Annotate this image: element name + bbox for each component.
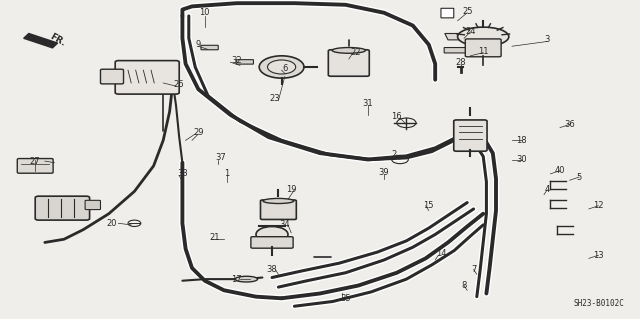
Text: 40: 40 [555, 166, 565, 175]
Text: 11: 11 [478, 47, 488, 56]
Text: SH23-B0102C: SH23-B0102C [573, 299, 624, 308]
Text: 33: 33 [177, 169, 188, 178]
Circle shape [256, 226, 288, 242]
Text: 8: 8 [461, 281, 467, 290]
Text: 30: 30 [516, 155, 527, 164]
FancyBboxPatch shape [441, 8, 454, 18]
Text: 9: 9 [196, 40, 201, 49]
Circle shape [268, 60, 296, 74]
FancyBboxPatch shape [236, 60, 253, 64]
Text: 32: 32 [232, 56, 242, 65]
FancyBboxPatch shape [328, 50, 369, 76]
Text: 22: 22 [350, 48, 360, 57]
Text: 27: 27 [30, 157, 40, 166]
Text: 10: 10 [200, 8, 210, 17]
Text: 20: 20 [107, 219, 117, 228]
Text: 23: 23 [270, 94, 280, 103]
Text: 16: 16 [392, 112, 402, 121]
Ellipse shape [332, 48, 365, 53]
Text: 26: 26 [174, 80, 184, 89]
Polygon shape [445, 33, 470, 40]
Polygon shape [24, 33, 58, 48]
Text: 39: 39 [379, 168, 389, 177]
Text: 6: 6 [282, 64, 287, 73]
Text: 36: 36 [564, 120, 575, 129]
FancyBboxPatch shape [115, 61, 179, 94]
Circle shape [259, 56, 304, 78]
FancyBboxPatch shape [281, 65, 294, 72]
Text: 18: 18 [516, 136, 527, 145]
FancyBboxPatch shape [260, 200, 296, 219]
Text: 24: 24 [465, 27, 476, 36]
Text: 13: 13 [593, 251, 604, 260]
Text: 38: 38 [267, 265, 277, 274]
Text: 1: 1 [225, 169, 230, 178]
Text: 5: 5 [577, 173, 582, 182]
Text: FR.: FR. [48, 32, 67, 48]
Text: 31: 31 [363, 99, 373, 108]
Text: 28: 28 [456, 58, 466, 67]
Text: 7: 7 [471, 265, 476, 274]
Text: 29: 29 [193, 128, 204, 137]
FancyBboxPatch shape [251, 237, 293, 248]
Ellipse shape [236, 276, 258, 282]
Text: 12: 12 [593, 201, 604, 210]
FancyBboxPatch shape [17, 159, 53, 173]
Text: 3: 3 [545, 35, 550, 44]
FancyBboxPatch shape [100, 69, 124, 84]
Text: 4: 4 [545, 185, 550, 194]
Ellipse shape [263, 198, 294, 204]
Text: 34: 34 [280, 220, 290, 229]
Text: 21: 21 [209, 233, 220, 242]
FancyBboxPatch shape [444, 48, 471, 53]
Text: 2: 2 [391, 150, 396, 159]
Text: 19: 19 [286, 185, 296, 194]
Text: 15: 15 [424, 201, 434, 210]
Text: 17: 17 [232, 275, 242, 284]
Text: 14: 14 [436, 249, 447, 258]
FancyBboxPatch shape [454, 120, 487, 151]
FancyBboxPatch shape [465, 39, 501, 57]
FancyBboxPatch shape [201, 45, 218, 50]
Text: 35: 35 [340, 294, 351, 303]
Text: 37: 37 [216, 153, 226, 162]
Ellipse shape [458, 27, 509, 46]
Text: 25: 25 [462, 7, 472, 16]
FancyBboxPatch shape [85, 200, 100, 210]
FancyBboxPatch shape [35, 196, 90, 220]
